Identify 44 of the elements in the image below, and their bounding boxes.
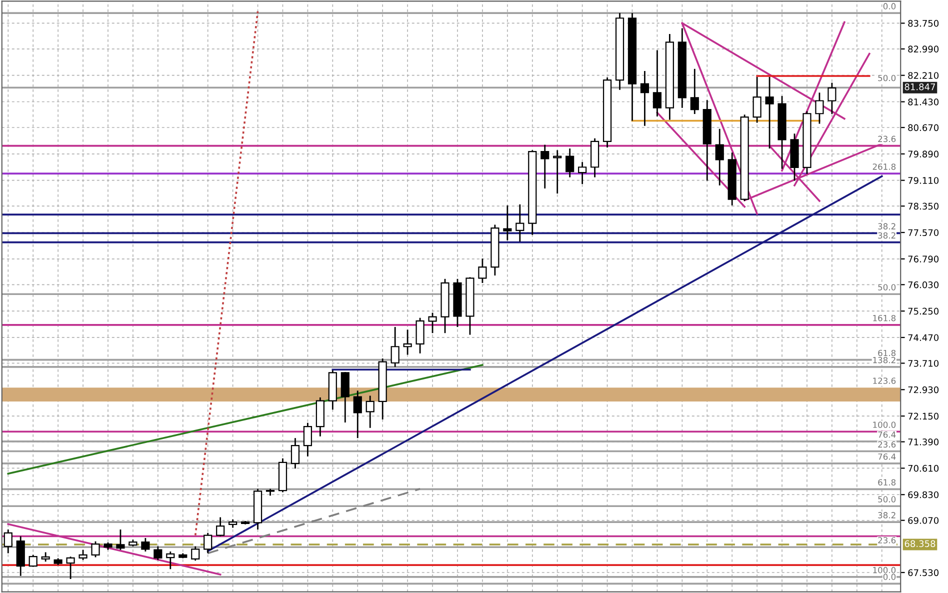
y-tick-label: 71.390	[908, 438, 939, 446]
annotation: 61.8	[878, 479, 896, 486]
y-tick-label: 80.670	[908, 124, 939, 132]
y-tick-label: 72.150	[908, 412, 939, 420]
y-tick-label: 72.930	[908, 386, 939, 394]
y-tick-label: 76.030	[908, 281, 939, 288]
annotation: 50.0	[878, 74, 896, 82]
annotation: 100.0	[873, 422, 896, 428]
y-tick-label: 79.890	[908, 150, 939, 158]
y-tick-label: 81.430	[908, 98, 939, 106]
annotation: 123.6	[873, 378, 896, 384]
y-tick-label: 69.830	[908, 491, 939, 498]
annotation: 0.0	[883, 574, 896, 580]
y-tick-label: 74.470	[908, 334, 939, 342]
annotation: 23.6	[878, 136, 896, 142]
y-tick-label: 78.350	[908, 202, 939, 210]
annotation: 38.2	[878, 232, 896, 239]
y-tick-label: 67.530	[908, 569, 939, 576]
ref-line-label: 68.358	[904, 540, 936, 548]
annotation: 161.8	[873, 314, 896, 322]
annotation: 261.8	[872, 164, 896, 170]
y-tick-label: 70.610	[908, 464, 939, 472]
y-tick-label: 73.710	[908, 360, 939, 367]
y-tick-label: 82.990	[908, 46, 939, 52]
y-tick-label: 83.750	[908, 20, 939, 27]
y-tick-label: 75.250	[908, 308, 939, 315]
annotation: 50.0	[878, 284, 896, 290]
y-tick-label: 77.570	[908, 229, 939, 236]
annotation: 23.6	[878, 441, 896, 448]
annotation: 138.2	[873, 356, 896, 364]
ref-line-label: 81.847	[904, 83, 936, 90]
annotation: 38.2	[878, 512, 896, 518]
annotation: 0.0	[883, 3, 896, 10]
annotation: 76.4	[878, 453, 896, 460]
annotation: 100.0	[873, 566, 896, 574]
y-tick-label: 76.790	[908, 256, 939, 262]
annotation: 38.2	[878, 223, 896, 230]
y-tick-label: 82.210	[908, 72, 939, 79]
annotation: 23.6	[878, 537, 896, 544]
annotation: 76.4	[878, 431, 896, 438]
y-tick-label: 79.110	[908, 177, 939, 184]
y-tick-label: 69.070	[908, 517, 939, 524]
annotation: 61.8	[878, 350, 896, 356]
annotation: 50.0	[878, 496, 896, 502]
